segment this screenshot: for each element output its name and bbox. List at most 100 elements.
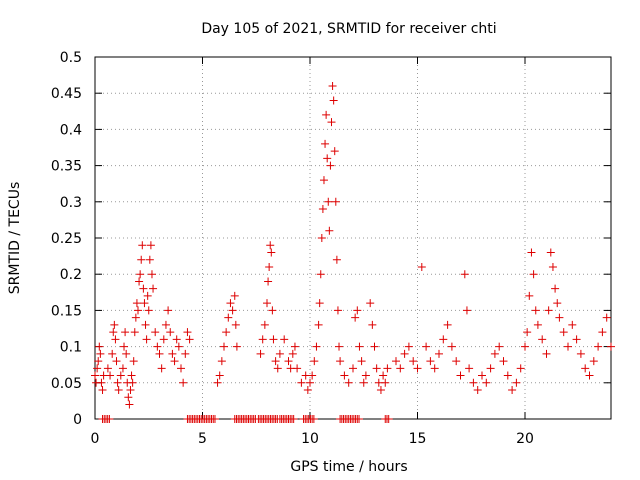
data-point xyxy=(303,386,312,395)
data-point xyxy=(319,176,328,185)
data-point xyxy=(344,378,353,387)
data-point xyxy=(357,357,366,366)
data-point xyxy=(327,118,336,127)
data-point xyxy=(308,371,317,380)
data-point xyxy=(306,378,314,387)
data-point xyxy=(215,371,224,380)
data-point xyxy=(155,349,164,358)
data-point xyxy=(349,364,357,373)
data-point xyxy=(146,241,155,250)
data-point xyxy=(157,364,166,373)
data-point xyxy=(426,357,435,366)
data-point xyxy=(147,270,156,279)
data-point xyxy=(404,342,413,351)
data-point xyxy=(581,364,590,373)
grid-lines xyxy=(95,57,611,419)
data-point xyxy=(135,277,144,286)
data-point xyxy=(460,270,469,279)
data-point xyxy=(585,371,594,380)
data-point xyxy=(314,320,323,329)
x-axis-label: GPS time / hours xyxy=(290,459,407,475)
data-point xyxy=(153,342,162,351)
data-point xyxy=(422,342,431,351)
data-point xyxy=(131,313,140,322)
data-point xyxy=(465,364,474,373)
data-point xyxy=(359,378,368,387)
data-point xyxy=(525,291,534,300)
y-tick-label: 0.2 xyxy=(60,267,82,283)
data-point xyxy=(144,306,153,315)
data-point xyxy=(95,342,104,351)
y-tick-label: 0.45 xyxy=(51,86,82,102)
data-point xyxy=(110,320,119,329)
data-point xyxy=(271,357,280,366)
data-point xyxy=(551,284,560,293)
data-point xyxy=(116,371,125,380)
data-point xyxy=(456,371,465,380)
data-point xyxy=(113,378,122,387)
data-point xyxy=(280,335,289,344)
data-point xyxy=(413,364,422,373)
x-tick-label: 15 xyxy=(409,431,427,447)
data-point xyxy=(381,378,390,387)
data-point xyxy=(312,342,321,351)
data-point xyxy=(417,262,426,271)
data-point xyxy=(310,357,319,366)
data-point xyxy=(130,328,139,337)
data-point xyxy=(183,328,192,337)
data-point xyxy=(336,357,345,366)
data-point xyxy=(268,306,277,315)
data-point xyxy=(220,342,228,351)
data-point xyxy=(598,328,607,337)
y-tick-label: 0.05 xyxy=(51,376,82,392)
y-tick-label: 0.25 xyxy=(51,231,82,247)
x-tick-label: 10 xyxy=(301,431,319,447)
data-point xyxy=(323,154,332,163)
data-point xyxy=(527,248,536,257)
data-point xyxy=(576,349,585,358)
data-point xyxy=(172,335,181,344)
data-point xyxy=(232,342,241,351)
data-point xyxy=(222,328,231,337)
data-point xyxy=(486,364,495,373)
data-point xyxy=(126,386,135,395)
y-tick-label: 0.1 xyxy=(60,340,82,356)
data-point xyxy=(128,378,137,387)
data-point xyxy=(142,335,151,344)
data-point xyxy=(230,291,239,300)
data-point xyxy=(293,364,302,373)
data-point xyxy=(559,328,568,337)
data-point xyxy=(263,299,271,308)
data-point xyxy=(508,386,517,395)
data-point xyxy=(96,349,105,358)
data-point xyxy=(473,386,482,395)
data-point xyxy=(315,299,324,308)
data-point xyxy=(124,393,133,402)
y-tick-label: 0.4 xyxy=(60,122,82,138)
data-point xyxy=(138,241,147,250)
data-point xyxy=(335,342,344,351)
data-point xyxy=(516,364,525,373)
zero-point xyxy=(309,415,318,423)
data-point xyxy=(168,349,177,358)
data-point xyxy=(490,349,499,358)
data-point xyxy=(396,364,405,373)
data-point xyxy=(264,277,273,286)
data-point xyxy=(602,313,611,322)
data-point xyxy=(228,306,237,315)
data-point xyxy=(170,357,179,366)
data-point xyxy=(120,342,129,351)
data-point xyxy=(108,349,117,358)
data-point xyxy=(140,299,149,308)
data-point xyxy=(161,320,170,329)
data-point xyxy=(177,364,185,373)
data-point xyxy=(538,335,547,344)
data-point xyxy=(118,364,127,373)
zero-marks xyxy=(98,415,393,423)
data-point xyxy=(355,342,364,351)
data-point xyxy=(379,371,388,380)
data-point xyxy=(266,241,275,250)
x-tick-label: 0 xyxy=(91,431,100,447)
data-point xyxy=(260,320,269,329)
